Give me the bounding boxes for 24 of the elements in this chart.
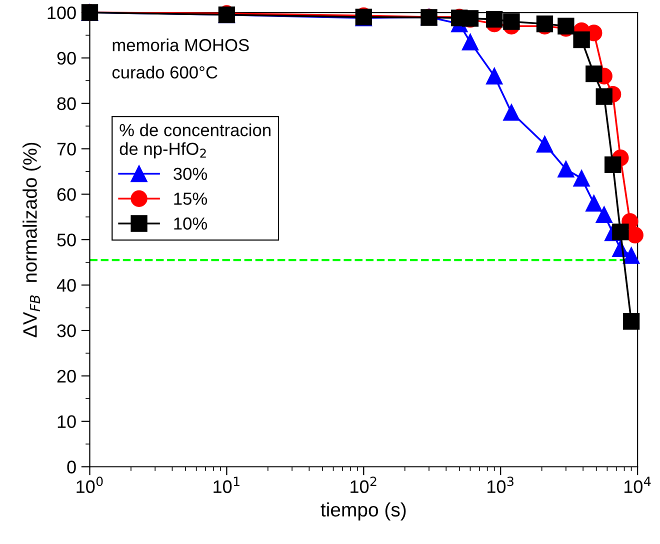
x-tick-label: 10$^{4}$ xyxy=(624,476,651,494)
y-tick-label: 100 xyxy=(48,6,76,20)
y-tick-label: 60 xyxy=(57,188,76,201)
legend-label: 10% xyxy=(174,217,208,230)
legend-label: 15% xyxy=(174,192,208,205)
x-tick-label: 10$^{0}$ xyxy=(76,476,103,494)
y-axis-title: ΔV$_{FB}$ normalizado (%) xyxy=(22,142,41,338)
x-tick-label: 10$^{2}$ xyxy=(350,476,376,494)
y-tick-label: 50 xyxy=(57,234,76,246)
y-tick-label: 20 xyxy=(57,370,76,383)
y-tick-label: 90 xyxy=(57,52,76,65)
y-tick-label: 10 xyxy=(58,415,76,428)
annotation: curado 600°C xyxy=(112,66,218,79)
x-axis-title: tiempo (s) xyxy=(320,502,406,520)
x-tick-label: 10$^{3}$ xyxy=(488,476,514,494)
y-tick-label: 80 xyxy=(57,97,76,110)
x-tick-label: 10$^{1}$ xyxy=(214,476,240,494)
legend-title: % de concentracion de np-HfO$_{2}$ xyxy=(120,124,270,158)
y-tick-label: 30 xyxy=(57,324,76,338)
legend-label: 30% xyxy=(174,168,208,180)
annotation: memoria MOHOS xyxy=(112,38,249,52)
y-tick-label: 40 xyxy=(56,278,76,292)
y-tick-label: 0 xyxy=(67,460,76,474)
y-tick-label: 70 xyxy=(57,142,76,156)
